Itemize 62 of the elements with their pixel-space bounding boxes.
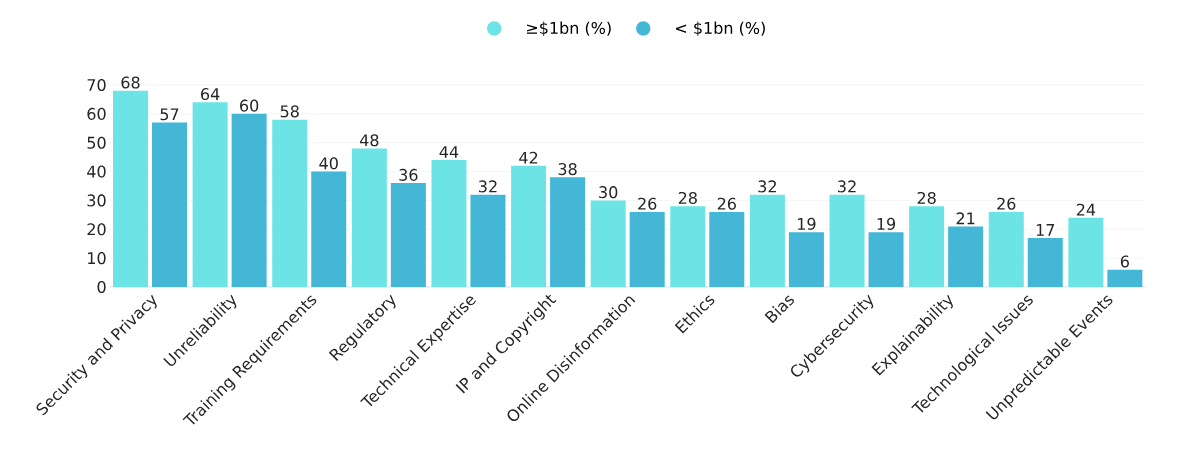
data-label: 32 [838,180,856,193]
data-label: 60 [240,99,259,112]
bar [1068,217,1104,287]
y-tick-label: 70 [87,78,106,92]
data-label: 28 [917,191,936,204]
data-label: 26 [997,197,1016,210]
bar [909,206,945,287]
data-label: 36 [399,168,418,181]
bar [709,211,745,287]
data-label: 48 [359,134,379,147]
y-tick-label: 20 [87,223,106,236]
data-label: 30 [599,186,618,199]
bar [390,183,426,287]
data-label: 64 [201,88,220,101]
bar [988,211,1024,287]
data-label: 19 [798,217,816,230]
data-label: 17 [1036,224,1055,236]
data-label: 58 [280,105,299,118]
bar [550,177,586,287]
bar [113,90,149,287]
data-label: 68 [121,76,140,89]
bar [351,148,387,287]
data-label: 6 [1120,255,1129,268]
bar [511,165,547,287]
data-label: 40 [319,157,338,170]
y-tick-label: 30 [87,194,106,207]
bar [231,113,267,287]
y-tick-label: 50 [87,136,106,149]
bar [590,200,626,287]
data-label: 32 [758,180,776,193]
y-tick-label: 40 [87,165,106,178]
data-label: 26 [638,197,657,210]
bar [788,232,824,287]
legend-label: < $1bn (%) [676,21,765,37]
data-label: 19 [877,217,896,230]
bar [868,232,904,287]
data-label: 32 [479,180,497,193]
bar [1027,237,1063,287]
legend-label: ≥$1bn (%) [527,21,611,37]
bar [829,194,865,287]
y-tick-label: 10 [88,252,106,265]
bar [152,122,188,287]
bar [749,194,785,287]
bar [272,119,308,287]
data-label: 26 [717,197,736,210]
data-label: 24 [1076,203,1096,216]
bar [948,226,984,287]
data-label: 28 [678,191,697,204]
bar [311,171,347,287]
data-label: 38 [558,163,577,176]
bar [431,160,467,287]
bar [670,206,706,287]
bar [192,102,228,287]
bar [629,211,665,287]
y-tick-label: 0 [97,280,106,294]
bar [470,194,506,287]
data-label: 44 [439,146,459,158]
data-label: 21 [956,212,975,225]
y-tick-label: 60 [87,107,106,120]
data-label: 42 [519,151,538,164]
bar [1107,269,1143,287]
data-label: 57 [160,108,179,121]
